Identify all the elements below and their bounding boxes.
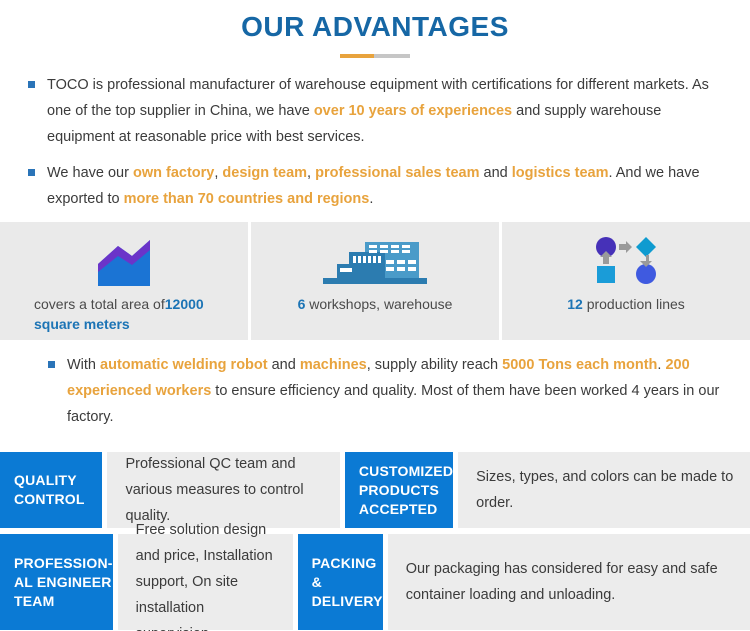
stat-workshops-number: 6 (297, 296, 306, 312)
stat-production-lines-label: 12 production lines (502, 288, 750, 314)
table-row: QUALITY CONTROL Professional QC team and… (0, 452, 750, 528)
bullet-company-intro: TOCO is professional manufacturer of war… (28, 72, 726, 150)
feature-key-quality-control: QUALITY CONTROL (0, 452, 103, 528)
bullet-teams-export: We have our own factory, design team, pr… (28, 160, 726, 212)
feature-key-engineer-team: PROFESSION-AL ENGINEER TEAM (0, 534, 113, 630)
bullet-square-icon (48, 361, 55, 368)
divider-gray-segment (374, 54, 410, 58)
feature-value-quality-control: Professional QC team and various measure… (107, 452, 340, 528)
page-title: OUR ADVANTAGES (241, 11, 509, 42)
page-header: OUR ADVANTAGES (0, 0, 750, 58)
bullet-square-icon (28, 169, 35, 176)
stat-area-number: 12000 square meters (34, 296, 204, 332)
stat-production-lines-plain: production lines (582, 296, 685, 312)
stat-area-label: covers a total area of12000 square meter… (0, 288, 248, 334)
bullet-capacity: With automatic welding robot and machine… (28, 352, 726, 430)
feature-table: QUALITY CONTROL Professional QC team and… (0, 452, 750, 631)
intro-bullets: TOCO is professional manufacturer of war… (0, 58, 750, 212)
factory-building-icon (321, 232, 429, 288)
stat-workshops-plain: workshops, warehouse (305, 296, 453, 312)
divider-orange-segment (340, 54, 374, 58)
stat-area: covers a total area of12000 square meter… (0, 222, 248, 340)
process-flow-icon (590, 232, 662, 288)
feature-key-packing-delivery: PACKING & DELIVERY (297, 534, 383, 630)
stat-production-lines-number: 12 (567, 296, 583, 312)
bullet-capacity-text: With automatic welding robot and machine… (67, 357, 720, 425)
bullet-company-intro-text: TOCO is professional manufacturer of war… (47, 77, 709, 145)
stat-workshops-label: 6 workshops, warehouse (251, 288, 499, 314)
feature-key-customized-products: CUSTOMIZED PRODUCTS ACCEPTED (344, 452, 454, 528)
stat-workshops: 6 workshops, warehouse (251, 222, 499, 340)
stat-area-plain: covers a total area of (34, 296, 165, 312)
table-row: PROFESSION-AL ENGINEER TEAM Free solutio… (0, 522, 750, 631)
bullet-square-icon (28, 81, 35, 88)
feature-value-customized-products: Sizes, types, and colors can be made to … (458, 452, 750, 528)
capability-bullets: With automatic welding robot and machine… (0, 340, 750, 430)
feature-value-packing-delivery: Our packaging has considered for easy an… (387, 534, 750, 630)
stats-strip: covers a total area of12000 square meter… (0, 222, 750, 340)
stat-production-lines: 12 production lines (502, 222, 750, 340)
title-divider (340, 54, 410, 58)
feature-value-engineer-team: Free solution design and price, Installa… (117, 522, 293, 631)
area-chart-icon (92, 232, 156, 288)
bullet-teams-export-text: We have our own factory, design team, pr… (47, 165, 700, 207)
